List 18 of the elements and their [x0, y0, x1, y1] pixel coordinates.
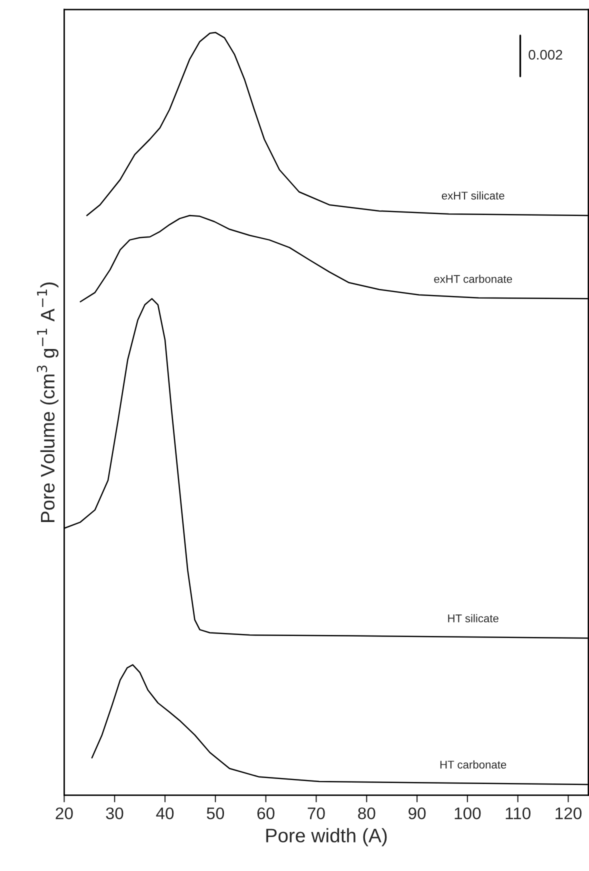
series-label: exHT silicate [442, 191, 504, 200]
series-label: HT silicate [448, 614, 498, 622]
x-tick-label: 30 [106, 807, 124, 820]
series-label: exHT carbonate [434, 274, 512, 283]
x-tick-label: 80 [358, 807, 376, 820]
x-tick-label: 70 [308, 807, 325, 820]
annotation: 0.002 [528, 50, 562, 60]
x-tick-label: 110 [506, 807, 530, 820]
x-tick-label: 50 [206, 807, 224, 820]
x-tick-label: 90 [408, 807, 426, 820]
x-tick-label: 100 [454, 807, 481, 820]
y-axis-title: Pore Volume (cm$^{3}$ g$^{−1}$ A$^{−1}$) [36, 282, 58, 522]
x-tick-label: 60 [257, 807, 274, 820]
x-tick-label: 40 [156, 807, 174, 820]
x-tick-label: 20 [56, 807, 73, 820]
series-label: HT carbonate [440, 760, 506, 769]
x-tick-label: 120 [556, 807, 582, 820]
x-axis-title: Pore width (A) [266, 828, 387, 846]
